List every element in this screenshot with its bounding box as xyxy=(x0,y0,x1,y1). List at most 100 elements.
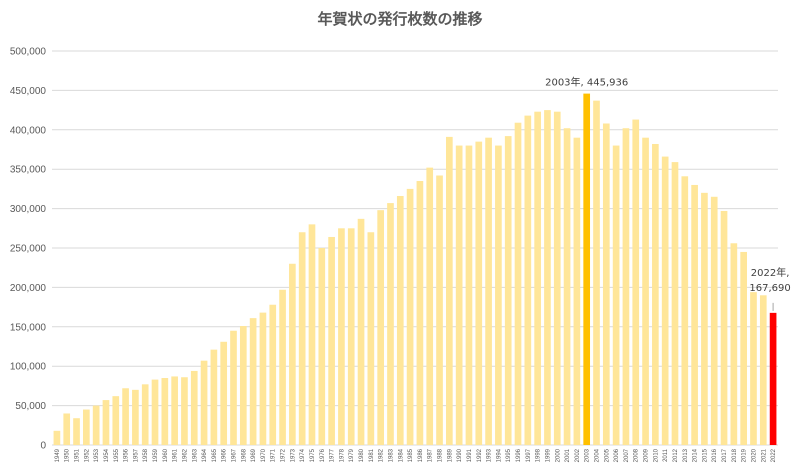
bar xyxy=(632,119,640,445)
x-tick-label: 1983 xyxy=(388,448,394,462)
x-tick-label: 2009 xyxy=(644,448,650,462)
x-tick-label: 2014 xyxy=(693,448,699,462)
bar xyxy=(563,128,571,445)
y-tick-label: 350,000 xyxy=(10,165,47,176)
bar xyxy=(455,145,463,445)
x-tick-label: 1969 xyxy=(251,448,257,462)
x-tick-label: 2005 xyxy=(604,448,610,462)
x-tick-label: 1984 xyxy=(398,448,404,462)
x-tick-label: 2010 xyxy=(653,448,659,462)
bar xyxy=(534,111,541,446)
x-tick-label: 1979 xyxy=(349,448,355,462)
bar xyxy=(181,377,188,445)
bar xyxy=(161,378,169,445)
bar xyxy=(122,388,129,445)
bar xyxy=(612,145,620,445)
x-tick-label: 1986 xyxy=(418,448,424,462)
bar xyxy=(504,136,512,445)
bar xyxy=(357,218,365,445)
bar xyxy=(200,360,208,445)
x-tick-label: 2007 xyxy=(624,448,630,462)
y-tick-label: 400,000 xyxy=(10,125,47,136)
x-tick-label: 1949 xyxy=(55,448,61,462)
y-tick-label: 250,000 xyxy=(10,244,47,255)
y-tick-label: 450,000 xyxy=(10,86,47,97)
bar xyxy=(328,236,335,445)
bar xyxy=(750,292,757,445)
x-tick-label: 1968 xyxy=(241,448,247,462)
x-tick-label: 1997 xyxy=(526,448,532,462)
bar xyxy=(377,210,384,445)
bar xyxy=(220,341,228,445)
x-tick-label: 1970 xyxy=(261,448,267,462)
bar xyxy=(406,188,414,445)
x-tick-label: 2016 xyxy=(712,448,718,462)
bar xyxy=(642,137,649,445)
bar xyxy=(318,248,326,445)
x-tick-label: 1957 xyxy=(133,448,139,462)
bar xyxy=(553,111,561,446)
x-tick-label: 2006 xyxy=(614,448,620,462)
bar xyxy=(298,232,306,445)
data-label: 167,690 xyxy=(749,283,790,294)
x-tick-label: 1980 xyxy=(359,448,365,462)
bar xyxy=(740,251,747,445)
bar xyxy=(73,418,80,445)
bar xyxy=(190,370,198,445)
bar xyxy=(426,167,434,445)
x-tick-label: 1951 xyxy=(75,448,81,462)
x-tick-label: 1981 xyxy=(369,448,375,462)
x-tick-label: 2021 xyxy=(761,448,767,462)
x-tick-label: 1956 xyxy=(124,448,130,462)
x-tick-label: 1964 xyxy=(202,448,208,462)
bar xyxy=(720,210,728,445)
bar xyxy=(583,93,591,446)
bar xyxy=(112,396,120,445)
x-tick-label: 1962 xyxy=(182,448,188,462)
bar xyxy=(249,318,257,445)
bar xyxy=(602,123,610,445)
bar xyxy=(338,228,345,445)
x-tick-label: 1994 xyxy=(496,448,502,462)
x-tick-label: 2022 xyxy=(771,448,777,462)
bar xyxy=(759,295,767,445)
bar xyxy=(730,243,738,445)
x-tick-label: 1961 xyxy=(173,448,179,462)
bar xyxy=(396,195,404,445)
x-tick-label: 1967 xyxy=(232,448,238,462)
x-tick-label: 1958 xyxy=(143,448,149,462)
chart-title: 年賀状の発行枚数の推移 xyxy=(317,10,483,28)
bar xyxy=(573,137,581,445)
bar xyxy=(347,228,355,445)
bar xyxy=(710,196,718,445)
bar xyxy=(259,312,267,445)
bar xyxy=(622,128,630,445)
x-tick-label: 1950 xyxy=(65,448,71,462)
bar xyxy=(524,115,532,445)
bar xyxy=(308,224,316,445)
x-tick-label: 2015 xyxy=(702,448,708,462)
x-tick-label: 1989 xyxy=(447,448,453,462)
x-tick-label: 1992 xyxy=(477,448,483,462)
x-tick-label: 2008 xyxy=(634,448,640,462)
x-tick-label: 1972 xyxy=(281,448,287,462)
bar xyxy=(63,413,71,445)
x-tick-label: 1971 xyxy=(271,448,277,462)
x-tick-label: 1952 xyxy=(84,448,90,462)
x-tick-label: 1985 xyxy=(408,448,414,462)
data-label: 2022年, xyxy=(751,266,790,279)
bar xyxy=(436,175,443,445)
bar xyxy=(593,100,600,446)
x-tick-label: 1976 xyxy=(320,448,326,462)
y-tick-label: 0 xyxy=(40,441,46,452)
x-tick-label: 1963 xyxy=(192,448,198,462)
bar xyxy=(475,141,483,445)
y-tick-label: 150,000 xyxy=(10,322,47,333)
bar xyxy=(279,289,286,445)
x-tick-label: 2002 xyxy=(575,448,581,462)
x-tick-label: 1991 xyxy=(467,448,473,462)
bar xyxy=(102,400,110,445)
bar xyxy=(53,430,61,445)
x-tick-label: 1965 xyxy=(212,448,218,462)
